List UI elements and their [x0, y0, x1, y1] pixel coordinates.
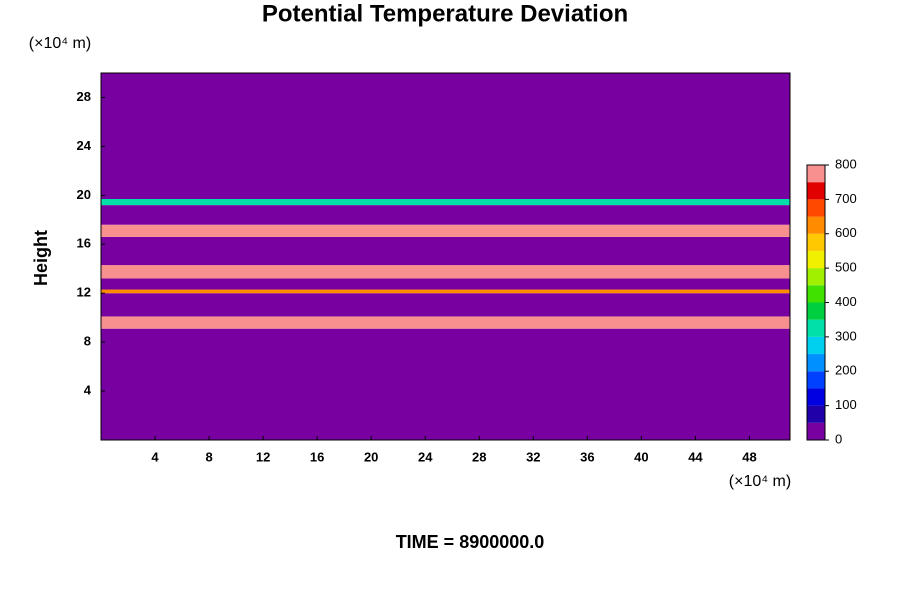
x-tick-label: 12: [256, 449, 270, 464]
colorbar-segment: [807, 405, 825, 423]
colorbar-segment: [807, 422, 825, 440]
colorbar-segment: [807, 268, 825, 286]
colorbar-tick-label: 300: [835, 328, 857, 343]
time-label: TIME = 8900000.0: [396, 532, 545, 552]
x-tick-label: 32: [526, 449, 540, 464]
colorbar-segment: [807, 285, 825, 303]
y-unit: (×10⁴ m): [29, 35, 91, 52]
y-tick-label: 12: [77, 285, 91, 300]
colorbar-segment: [807, 250, 825, 269]
colorbar-tick-label: 100: [835, 397, 857, 412]
y-tick-label: 8: [84, 334, 91, 349]
y-tick-label: 4: [84, 383, 92, 398]
x-tick-label: 16: [310, 449, 324, 464]
y-tick-label: 24: [77, 138, 92, 153]
contour-band: [101, 289, 790, 294]
x-unit: (×10⁴ m): [729, 473, 791, 490]
colorbar-tick-label: 600: [835, 225, 857, 240]
y-tick-label: 16: [77, 236, 91, 251]
colorbar-segment: [807, 165, 825, 183]
contour-band: [101, 278, 790, 290]
x-tick-label: 24: [418, 449, 433, 464]
colorbar-tick-label: 800: [835, 156, 857, 171]
contour-band: [101, 205, 790, 225]
colorbar-segment: [807, 199, 825, 217]
colorbar-tick-label: 500: [835, 260, 857, 275]
x-tick-label: 36: [580, 449, 594, 464]
colorbar-segment: [807, 182, 825, 200]
plot-frame: [100, 72, 791, 441]
contour-band: [101, 224, 790, 237]
colorbar-tick-label: 700: [835, 191, 857, 206]
colorbar-tick-label: 200: [835, 363, 857, 378]
colorbar-tick-label: 0: [835, 431, 842, 446]
x-tick-label: 48: [742, 449, 756, 464]
x-tick-label: 8: [205, 449, 212, 464]
x-tick-label: 40: [634, 449, 648, 464]
y-tick-label: 20: [77, 187, 91, 202]
x-tick-label: 4: [151, 449, 159, 464]
colorbar-segment: [807, 371, 825, 389]
x-tick-label: 20: [364, 449, 378, 464]
contour-band: [101, 73, 790, 200]
colorbar-segment: [807, 302, 825, 320]
colorbar-segment: [807, 216, 825, 234]
contour-band: [101, 199, 790, 206]
colorbar-segment: [807, 336, 825, 355]
contour-band: [101, 293, 790, 317]
chart-title: Potential Temperature Deviation: [262, 0, 628, 27]
contour-band: [101, 328, 790, 440]
x-tick-label: 44: [688, 449, 703, 464]
colorbar-segment: [807, 319, 825, 337]
colorbar-segment: [807, 233, 825, 251]
y-axis-label: Height: [31, 230, 51, 286]
contour-band: [101, 236, 790, 266]
contour-band: [101, 265, 790, 279]
y-tick-label: 28: [77, 89, 91, 104]
colorbar-segment: [807, 354, 825, 372]
colorbar-segment: [807, 388, 825, 406]
contour-band: [101, 316, 790, 329]
x-tick-label: 28: [472, 449, 486, 464]
colorbar-tick-label: 400: [835, 294, 857, 309]
